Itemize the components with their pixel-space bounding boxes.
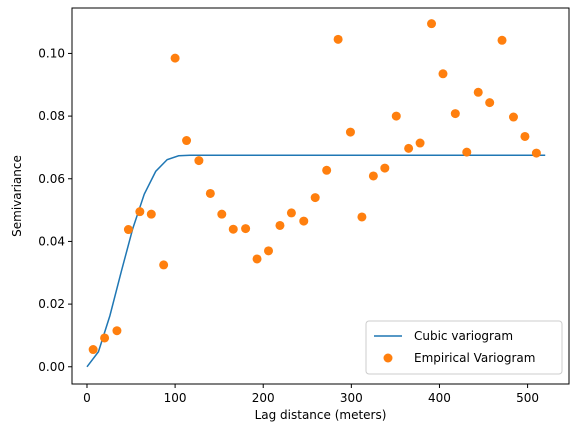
axes-frame [71,7,570,385]
empirical-point [275,220,285,230]
empirical-point [146,209,156,219]
plot-area [86,19,546,368]
empirical-point [123,225,133,235]
y-tick-label: 0.08 [38,109,65,123]
empirical-point [100,333,110,343]
empirical-point [404,143,414,153]
empirical-point [415,138,425,148]
empirical-point [310,193,320,203]
y-tick-label: 0.06 [38,172,65,186]
legend-label-empirical-variogram: Empirical Variogram [414,351,535,365]
empirical-point [322,165,332,175]
x-tick-label: 0 [83,391,91,405]
y-tick-label: 0.00 [38,360,65,374]
empirical-point [438,69,448,79]
x-axis-title: Lag distance (meters) [255,408,387,422]
y-tick-label: 0.10 [38,46,65,60]
empirical-point [508,112,518,122]
empirical-point [170,53,180,63]
empirical-point [485,98,495,108]
x-tick-label: 300 [340,391,363,405]
empirical-point [520,131,530,141]
empirical-point [473,87,483,97]
empirical-point [427,19,437,29]
empirical-point [205,188,215,198]
x-axis: 0 100 200 300 400 500 [83,384,539,405]
y-tick-label: 0.04 [38,234,65,248]
legend-box [365,320,563,375]
x-tick-label: 500 [516,391,539,405]
empirical-point [286,208,296,218]
y-tick-label: 0.02 [38,297,65,311]
empirical-point [112,326,122,336]
empirical-point [391,111,401,121]
empirical-point [252,254,262,264]
empirical-point [264,246,274,256]
empirical-point [345,127,355,137]
y-axis: 0.00 0.02 0.04 0.06 0.08 0.10 [38,46,72,374]
empirical-point [88,345,98,355]
legend-label-cubic-variogram: Cubic variogram [414,329,513,343]
empirical-point [531,148,541,158]
empirical-point [135,207,145,217]
legend-marker-swatch [383,353,393,363]
empirical-point [333,34,343,44]
legend: Cubic variogram Empirical Variogram [365,320,563,375]
empirical-point [299,216,309,226]
x-tick-label: 200 [252,391,275,405]
x-tick-label: 400 [428,391,451,405]
empirical-point [159,260,169,270]
empirical-point [450,109,460,119]
empirical-point [380,163,390,173]
empirical-point [182,136,192,146]
y-axis-title: Semivariance [10,155,24,237]
empirical-point [228,224,238,234]
empirical-point [462,147,472,157]
empirical-point [217,209,227,219]
x-tick-label: 100 [164,391,187,405]
empirical-point [194,156,204,166]
empirical-point [357,212,367,222]
empirical-point [241,224,251,234]
empirical-point [368,171,378,181]
empirical-point [497,35,507,45]
